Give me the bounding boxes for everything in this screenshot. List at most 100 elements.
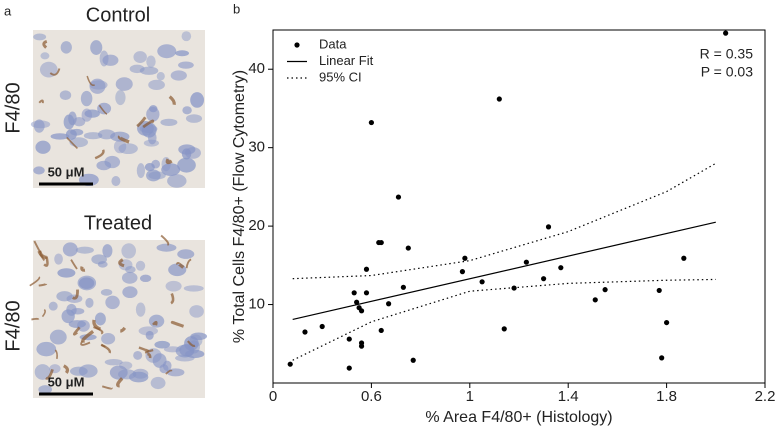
- cell: [146, 55, 156, 68]
- data-point: [459, 269, 466, 275]
- stain: [93, 326, 104, 335]
- cell: [33, 166, 45, 175]
- stain: [81, 330, 95, 343]
- stain: [80, 266, 86, 272]
- cell: [34, 364, 51, 380]
- cell: [40, 52, 50, 60]
- cell: [178, 61, 194, 69]
- cell: [146, 106, 160, 122]
- stain-label: F4/80: [2, 82, 24, 133]
- annotation: R = 0.35: [700, 46, 754, 62]
- stain: [165, 369, 173, 375]
- cell: [54, 253, 63, 265]
- cell: [170, 70, 187, 81]
- stain: [45, 368, 54, 380]
- data-point: [358, 343, 365, 349]
- cell: [168, 263, 187, 277]
- data-point: [545, 224, 552, 230]
- cell: [65, 129, 77, 140]
- cell: [115, 89, 126, 106]
- cell: [165, 280, 182, 292]
- stain: [66, 137, 78, 150]
- cell: [125, 265, 136, 274]
- cell: [137, 120, 154, 136]
- cell: [80, 90, 93, 107]
- cell: [101, 333, 116, 345]
- cell: [119, 361, 133, 370]
- cell: [85, 297, 94, 308]
- data-point: [319, 323, 325, 330]
- cell: [157, 44, 177, 59]
- x-tick-label: 1: [466, 388, 474, 405]
- cell: [97, 129, 116, 140]
- ci-line: [292, 278, 716, 361]
- cell: [35, 140, 51, 154]
- stain-label: F4/80: [2, 300, 24, 351]
- data-point: [346, 336, 352, 342]
- stain: [144, 349, 154, 354]
- cell: [100, 288, 113, 296]
- cell: [135, 302, 146, 317]
- fit-line: [292, 221, 716, 321]
- cell: [122, 286, 138, 299]
- cell: [135, 260, 146, 271]
- cell: [181, 31, 192, 42]
- data-point: [358, 308, 365, 314]
- data-point: [592, 297, 598, 303]
- stain: [118, 258, 125, 268]
- cell: [160, 118, 178, 127]
- cell: [62, 242, 78, 257]
- data-point: [496, 96, 502, 102]
- cell: [94, 312, 106, 326]
- stain: [86, 75, 95, 87]
- annotation: P = 0.03: [701, 64, 754, 80]
- cell: [150, 376, 166, 390]
- stain: [38, 99, 44, 104]
- cell: [113, 139, 127, 154]
- cell: [139, 274, 152, 283]
- cell: [118, 259, 133, 271]
- stain: [49, 68, 61, 76]
- cell: [148, 79, 165, 91]
- cell: [143, 139, 159, 147]
- cell: [49, 329, 67, 345]
- histology-image: 50 μM: [29, 234, 208, 398]
- data-point: [479, 279, 485, 285]
- data-point: [664, 319, 670, 326]
- stain: [120, 326, 127, 333]
- data-point: [354, 299, 360, 305]
- cell: [78, 277, 95, 289]
- cell: [61, 309, 75, 324]
- plot-frame: [272, 29, 766, 384]
- data-point: [541, 276, 547, 282]
- cell: [105, 295, 120, 310]
- data-point: [558, 265, 564, 271]
- data-point: [656, 287, 662, 294]
- scale-bar-label: 50 μM: [48, 374, 85, 389]
- data-point: [462, 255, 468, 261]
- stain: [70, 259, 78, 270]
- stain: [31, 317, 40, 321]
- stain: [100, 343, 111, 354]
- cell: [90, 40, 103, 55]
- cell: [102, 244, 113, 258]
- cell: [167, 174, 187, 188]
- stain: [98, 104, 108, 115]
- stain: [187, 340, 196, 348]
- x-tick-label: 1.4: [558, 388, 579, 405]
- data-point: [368, 119, 374, 126]
- stain: [41, 308, 46, 318]
- cell: [63, 114, 75, 130]
- data-point: [346, 365, 352, 371]
- legend-marker: [294, 42, 300, 48]
- stain: [42, 40, 48, 49]
- cell: [59, 90, 72, 101]
- scale-bar-label: 50 μM: [48, 164, 85, 179]
- cell: [185, 147, 201, 159]
- cell: [129, 64, 145, 74]
- cell: [144, 163, 155, 172]
- x-tick-label: 0.6: [361, 388, 382, 405]
- stain: [170, 320, 185, 328]
- cell: [185, 114, 203, 123]
